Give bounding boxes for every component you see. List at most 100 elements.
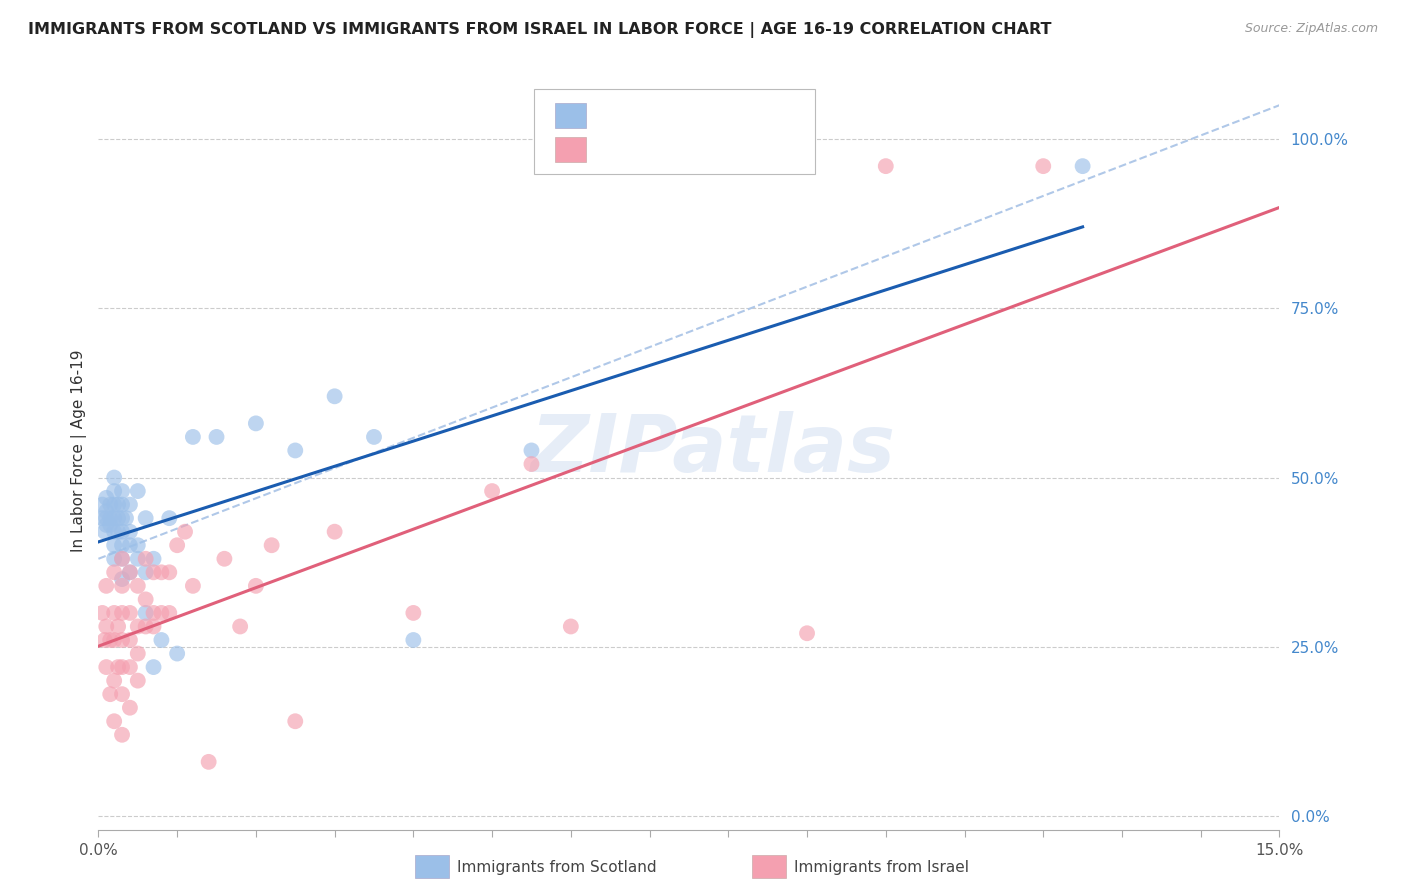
Point (111, 572, 134, 586)
Point (157, 606, 180, 620)
Point (1032, 159, 1054, 173)
Point (98, 517, 121, 532)
Point (1071, 159, 1094, 173)
Point (796, 626, 818, 640)
Point (98, 511, 121, 525)
Y-axis label: In Labor Force | Age 16-19: In Labor Force | Age 16-19 (72, 349, 87, 552)
Text: IMMIGRANTS FROM SCOTLAND VS IMMIGRANTS FROM ISRAEL IN LABOR FORCE | AGE 16-19 CO: IMMIGRANTS FROM SCOTLAND VS IMMIGRANTS F… (28, 22, 1052, 38)
Point (135, 592, 157, 607)
Point (103, 538, 125, 552)
Point (111, 728, 134, 742)
Text: Immigrants from Israel: Immigrants from Israel (794, 860, 969, 874)
Point (103, 633, 125, 648)
Point (103, 714, 125, 729)
Point (560, 619, 582, 633)
Point (157, 511, 180, 525)
Point (520, 443, 543, 458)
Text: ZIPatlas: ZIPatlas (530, 411, 896, 490)
Point (103, 524, 125, 539)
Point (111, 551, 134, 566)
Point (181, 430, 204, 444)
Text: Source: ZipAtlas.com: Source: ZipAtlas.com (1244, 22, 1378, 36)
Point (520, 457, 543, 471)
Point (135, 619, 157, 633)
Point (118, 566, 141, 580)
Point (107, 619, 129, 633)
Point (402, 606, 425, 620)
Point (205, 430, 228, 444)
Text: R = 0.612: R = 0.612 (595, 141, 685, 159)
Text: Immigrants from Scotland: Immigrants from Scotland (457, 860, 657, 874)
Point (111, 551, 134, 566)
Point (127, 551, 149, 566)
Point (111, 498, 134, 512)
Point (96, 517, 118, 532)
Point (402, 633, 425, 648)
Point (245, 417, 267, 431)
Point (135, 511, 157, 525)
Point (96, 491, 118, 505)
Point (118, 498, 141, 512)
Point (111, 633, 134, 648)
Point (107, 660, 129, 674)
Text: N = 57: N = 57 (717, 141, 785, 159)
Point (229, 619, 252, 633)
Point (103, 498, 125, 512)
Point (98, 633, 121, 648)
Point (166, 538, 188, 552)
Point (127, 673, 149, 688)
Point (127, 484, 149, 499)
Point (103, 470, 125, 484)
Point (118, 566, 141, 580)
Point (127, 647, 149, 661)
Text: N = 52: N = 52 (717, 107, 785, 125)
Point (111, 579, 134, 593)
Text: R = 0.284: R = 0.284 (595, 107, 685, 125)
Point (166, 647, 188, 661)
Point (103, 484, 125, 499)
Point (111, 687, 134, 701)
Point (142, 551, 165, 566)
Point (96, 511, 118, 525)
Point (96, 619, 118, 633)
Point (107, 524, 129, 539)
Point (96, 504, 118, 518)
Point (875, 159, 897, 173)
Point (111, 606, 134, 620)
Point (150, 606, 173, 620)
Point (111, 660, 134, 674)
Point (118, 700, 141, 714)
Point (103, 566, 125, 580)
Point (142, 566, 165, 580)
Point (142, 660, 165, 674)
Point (93, 633, 115, 648)
Point (118, 606, 141, 620)
Point (118, 660, 141, 674)
Point (174, 524, 197, 539)
Point (150, 633, 173, 648)
Point (96, 579, 118, 593)
Point (284, 714, 307, 729)
Point (214, 551, 236, 566)
Point (150, 566, 173, 580)
Point (260, 538, 283, 552)
Point (142, 606, 165, 620)
Point (363, 430, 385, 444)
Point (103, 606, 125, 620)
Point (118, 524, 141, 539)
Point (91, 606, 114, 620)
Point (111, 538, 134, 552)
Point (103, 673, 125, 688)
Point (93, 524, 115, 539)
Point (107, 511, 129, 525)
Point (127, 538, 149, 552)
Point (96, 660, 118, 674)
Point (135, 606, 157, 620)
Point (323, 524, 346, 539)
Point (245, 579, 267, 593)
Point (98, 498, 121, 512)
Point (481, 484, 503, 499)
Point (111, 524, 134, 539)
Point (135, 566, 157, 580)
Point (181, 579, 204, 593)
